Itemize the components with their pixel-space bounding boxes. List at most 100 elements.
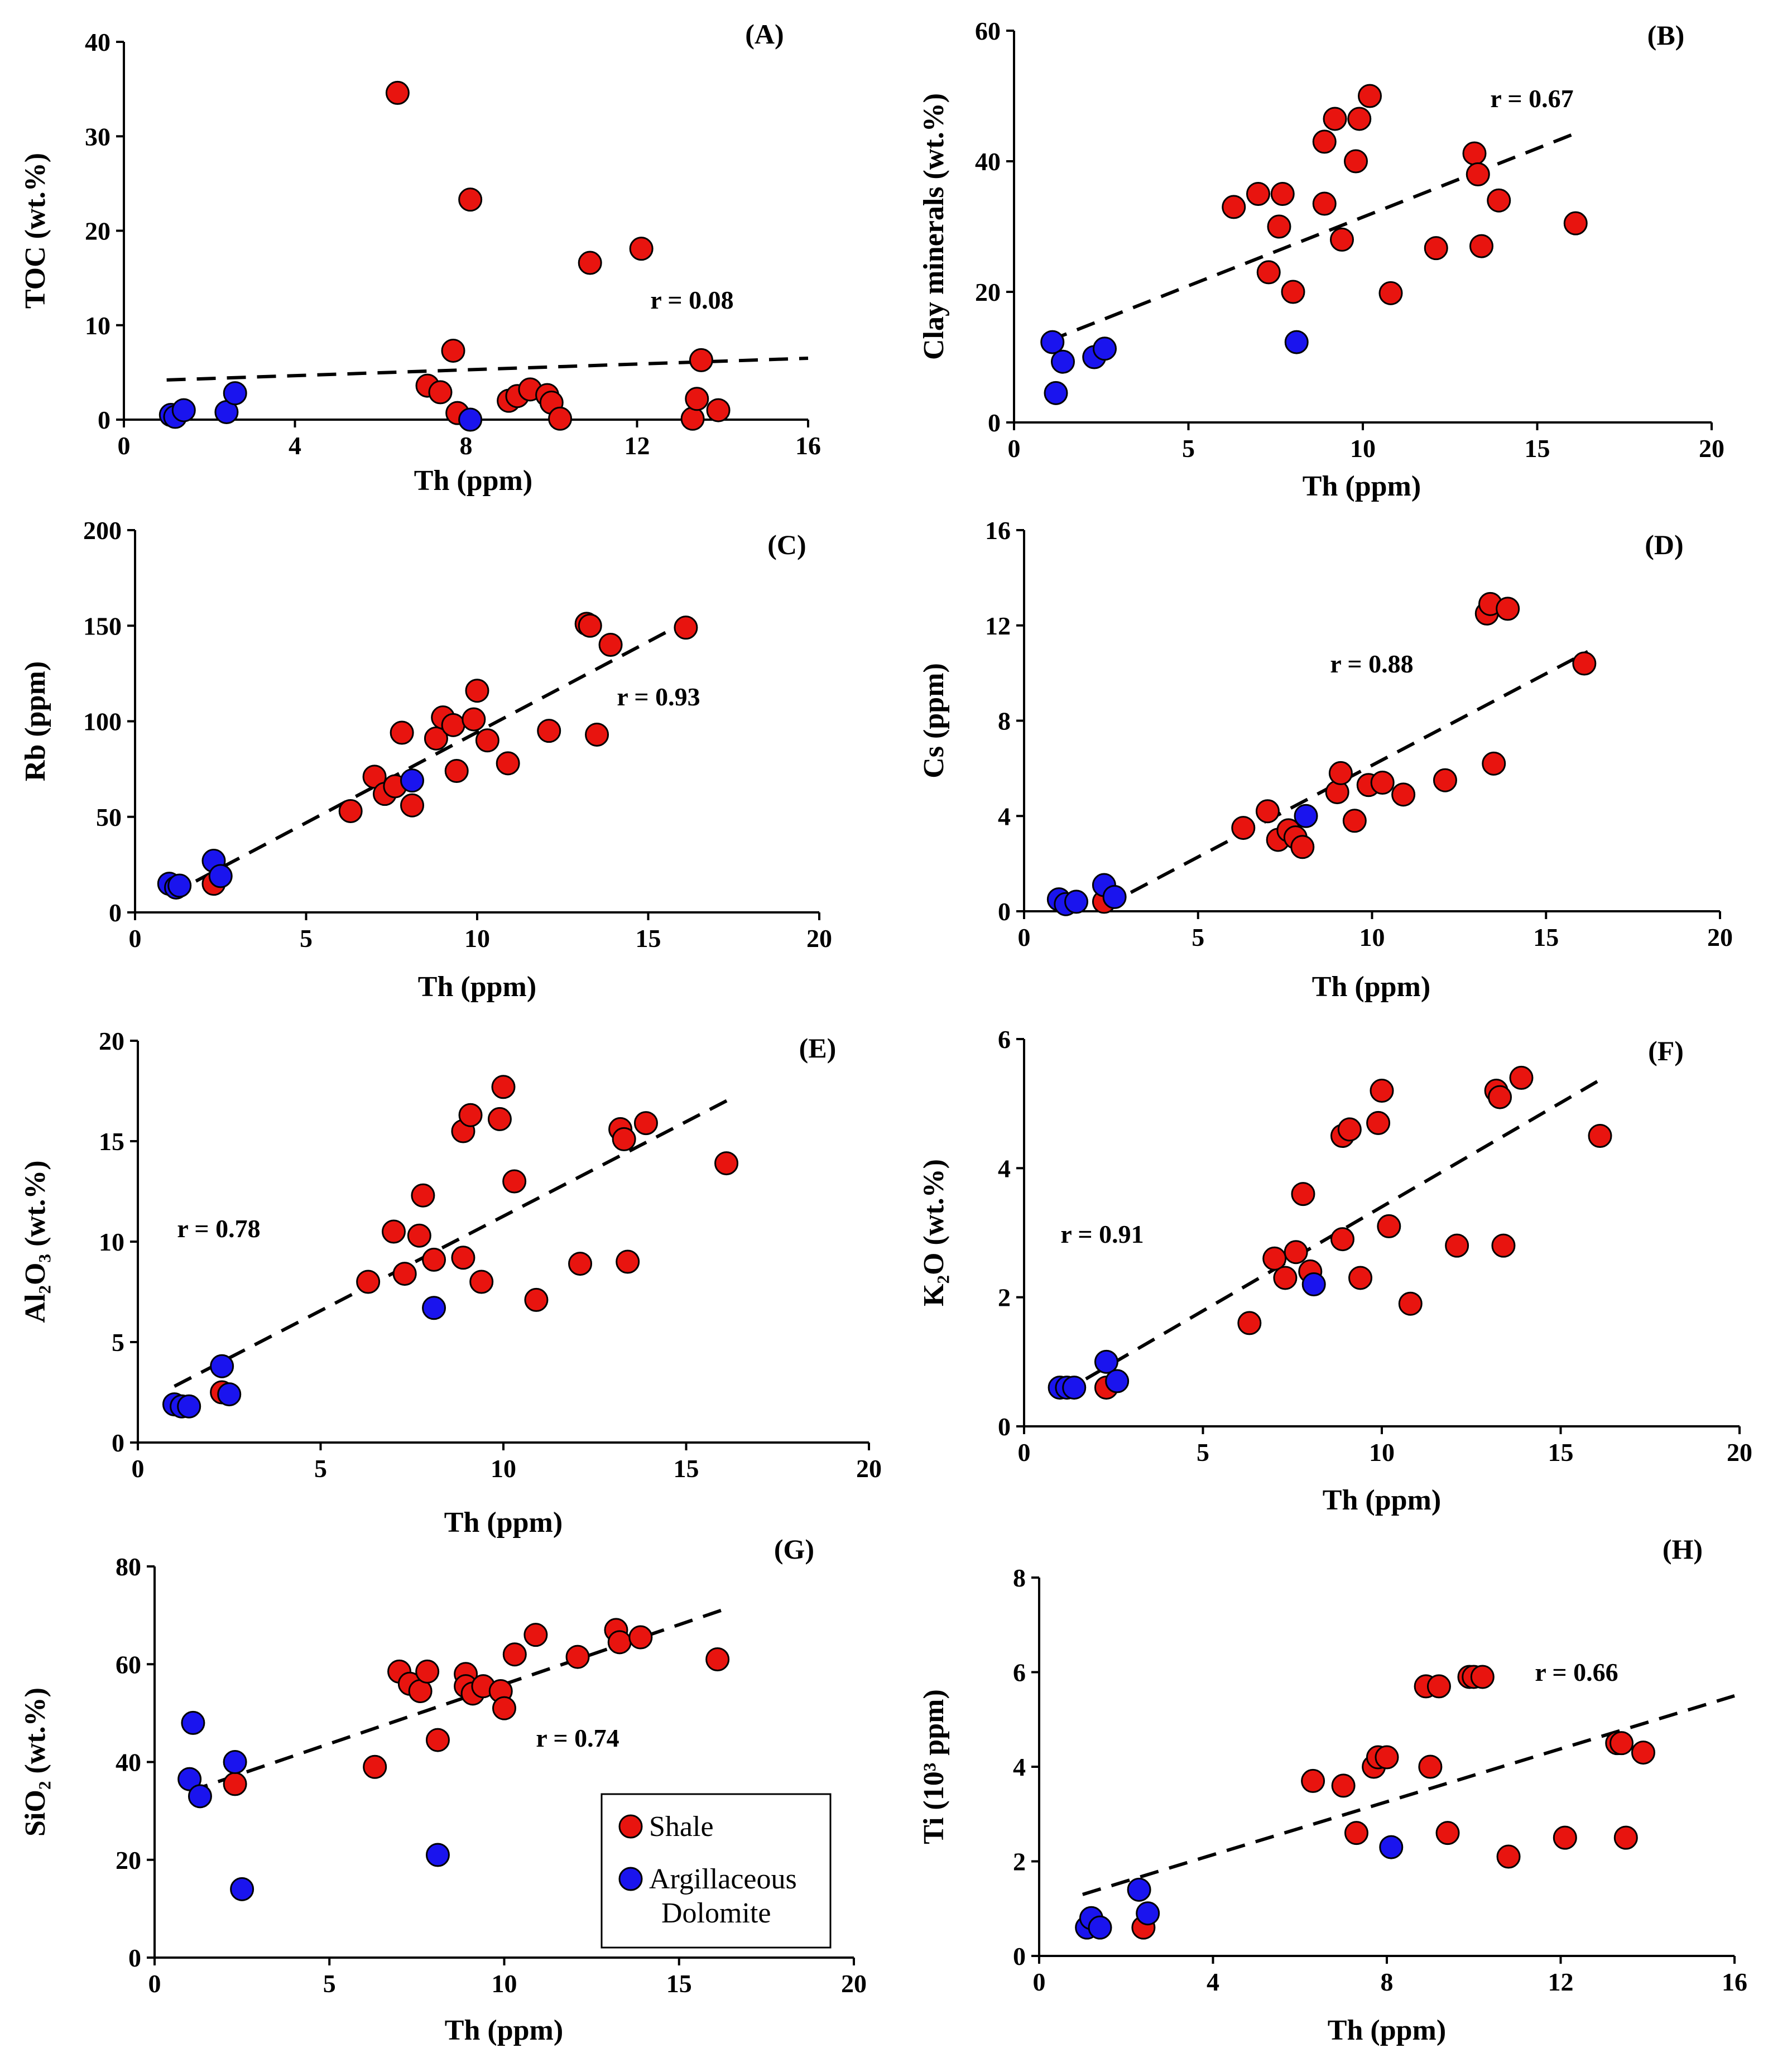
correlation-label: r = 0.08 bbox=[650, 286, 733, 314]
shale-point bbox=[689, 348, 713, 372]
correlation-label: r = 0.91 bbox=[1060, 1220, 1144, 1248]
shale-point bbox=[1613, 1825, 1638, 1850]
chart-panel-b: 0 5 10 15 20 0 20 40 60 Th (ppm) Clay minerals (wt… bbox=[918, 17, 1724, 502]
correlation-label: r = 0.67 bbox=[1490, 84, 1573, 113]
shale-point bbox=[1496, 1844, 1521, 1869]
x-tick-label: 4 bbox=[1207, 1968, 1219, 1996]
shale-point bbox=[1433, 768, 1457, 792]
shale-point bbox=[1610, 1731, 1634, 1756]
x-tick-label: 10 bbox=[464, 924, 490, 953]
y-tick-label: 4 bbox=[998, 1154, 1011, 1182]
shale-point bbox=[1588, 1124, 1612, 1148]
y-tick-label: 0 bbox=[988, 408, 1001, 437]
x-tick-label: 0 bbox=[1008, 434, 1021, 463]
x-tick-label: 5 bbox=[300, 924, 313, 953]
dolomite-point bbox=[422, 1296, 446, 1320]
shale-point bbox=[598, 633, 623, 657]
shale-point bbox=[441, 713, 465, 737]
shale-point bbox=[382, 1219, 406, 1244]
y-tick-label: 15 bbox=[99, 1127, 124, 1156]
shale-point bbox=[1246, 182, 1270, 206]
x-tick-label: 10 bbox=[1359, 923, 1385, 951]
x-tick-label: 4 bbox=[289, 431, 301, 460]
shale-point bbox=[706, 398, 731, 422]
shale-point bbox=[1375, 1745, 1399, 1770]
x-tick-label: 8 bbox=[460, 431, 473, 460]
shale-point bbox=[469, 1270, 494, 1294]
y-tick-label: 16 bbox=[985, 516, 1011, 545]
shale-point bbox=[338, 799, 363, 823]
panel-label: (B) bbox=[1647, 20, 1685, 51]
dolomite-point bbox=[400, 768, 425, 793]
x-tick-label: 16 bbox=[795, 431, 821, 460]
x-tick-label: 20 bbox=[1727, 1438, 1752, 1467]
shale-point bbox=[1281, 280, 1305, 304]
shale-point bbox=[1482, 751, 1506, 776]
shale-point bbox=[1237, 1311, 1262, 1335]
trend-line bbox=[1048, 130, 1580, 343]
shale-point bbox=[1370, 770, 1395, 795]
dolomite-point bbox=[1136, 1901, 1160, 1926]
x-tick-label: 10 bbox=[491, 1454, 516, 1483]
y-tick-label: 4 bbox=[1013, 1753, 1026, 1781]
shale-point bbox=[685, 387, 709, 411]
dolomite-point bbox=[210, 1354, 234, 1378]
shale-point bbox=[422, 1247, 446, 1272]
x-tick-label: 15 bbox=[636, 924, 661, 953]
dolomite-point bbox=[1094, 1349, 1118, 1374]
correlation-label: r = 0.74 bbox=[536, 1724, 619, 1752]
x-tick-label: 15 bbox=[666, 1969, 692, 1998]
shale-point bbox=[425, 1728, 450, 1752]
chart-panel-h: 0 4 8 12 16 0 2 4 6 8 Th (ppm) Ti (10³ ppm) (H) r = 0… bbox=[918, 1533, 1747, 2046]
y-tick-label: 40 bbox=[975, 147, 1001, 176]
x-tick-label: 0 bbox=[148, 1969, 161, 1998]
y-axis-label: Rb (ppm) bbox=[20, 661, 51, 781]
x-axis-label: Th (ppm) bbox=[418, 971, 536, 1003]
x-tick-label: 5 bbox=[1197, 1438, 1209, 1467]
legend: Shale Argillaceous Dolomite bbox=[600, 1793, 832, 1949]
trend-line bbox=[168, 618, 690, 897]
x-axis-label: Th (ppm) bbox=[444, 1507, 563, 1539]
y-tick-label: 10 bbox=[99, 1228, 124, 1256]
dolomite-point bbox=[1301, 1272, 1326, 1297]
x-axis-label: Th (ppm) bbox=[445, 2015, 563, 2046]
y-axis-label: K₂O (wt.%) bbox=[918, 1159, 950, 1306]
shale-point bbox=[1290, 835, 1315, 859]
panel-label: (H) bbox=[1663, 1533, 1703, 1565]
shale-point bbox=[1470, 1665, 1495, 1689]
shale-point bbox=[578, 613, 602, 638]
y-tick-label: 100 bbox=[83, 708, 122, 736]
shale-point bbox=[492, 1696, 516, 1720]
y-tick-label: 20 bbox=[975, 278, 1001, 306]
shale-point bbox=[1347, 107, 1372, 131]
x-tick-label: 15 bbox=[674, 1454, 699, 1483]
shale-point bbox=[411, 1183, 435, 1208]
trend-line bbox=[166, 356, 809, 382]
y-axis-label: Al₂O₃ (wt.%) bbox=[20, 1160, 51, 1323]
shale-point bbox=[407, 1223, 431, 1248]
dolomite-point bbox=[177, 1394, 201, 1419]
shale-point bbox=[629, 237, 654, 261]
shale-point bbox=[1291, 1182, 1315, 1206]
shale-point bbox=[607, 1630, 632, 1655]
shale-point bbox=[475, 728, 499, 753]
shale-point bbox=[1487, 188, 1511, 213]
shale-point bbox=[363, 1754, 387, 1779]
x-tick-label: 5 bbox=[323, 1969, 336, 1998]
shale-point bbox=[1491, 1233, 1516, 1258]
shale-point bbox=[1553, 1825, 1577, 1850]
panel-label: (G) bbox=[774, 1533, 814, 1565]
chart-panel-a: 0 4 8 12 16 0 10 20 30 40 Th (ppm) TOC (wt.%) (A) r =… bbox=[20, 18, 821, 497]
x-tick-label: 16 bbox=[1722, 1968, 1747, 1996]
dolomite-point bbox=[1093, 336, 1117, 361]
y-tick-label: 30 bbox=[85, 122, 110, 151]
shale-point bbox=[502, 1169, 527, 1194]
shale-point bbox=[441, 338, 465, 363]
shale-point bbox=[1328, 761, 1353, 785]
chart-panel-g: 0 5 10 15 20 0 20 40 60 80 Th (ppm) SiO₂ (wt.%) (G) r… bbox=[20, 1533, 867, 2046]
dolomite-point bbox=[1040, 330, 1065, 354]
dolomite-point bbox=[1379, 1835, 1404, 1859]
x-tick-label: 20 bbox=[1707, 923, 1733, 951]
shale-point bbox=[1267, 214, 1291, 239]
